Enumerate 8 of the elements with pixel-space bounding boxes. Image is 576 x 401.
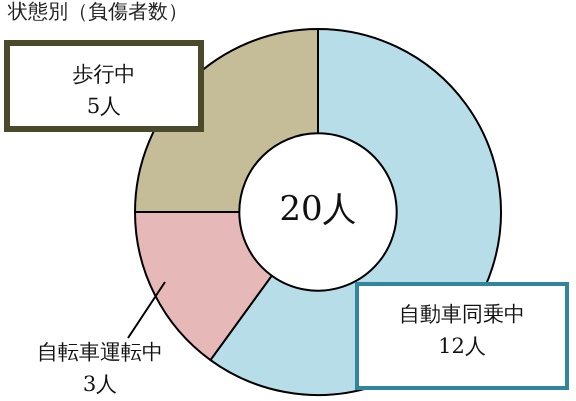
data-label: 3人 (82, 371, 118, 398)
text: 20人 (278, 188, 358, 231)
slice-label: 歩行中 (72, 61, 136, 88)
chart-title: 状態別（負傷者数） (8, 0, 188, 23)
data-label: 12人 (437, 333, 487, 360)
slice-label: 自動車同乗中 (398, 301, 526, 328)
data-label: 5人 (86, 93, 122, 120)
slice-label: 自転車運転中 (36, 339, 164, 366)
